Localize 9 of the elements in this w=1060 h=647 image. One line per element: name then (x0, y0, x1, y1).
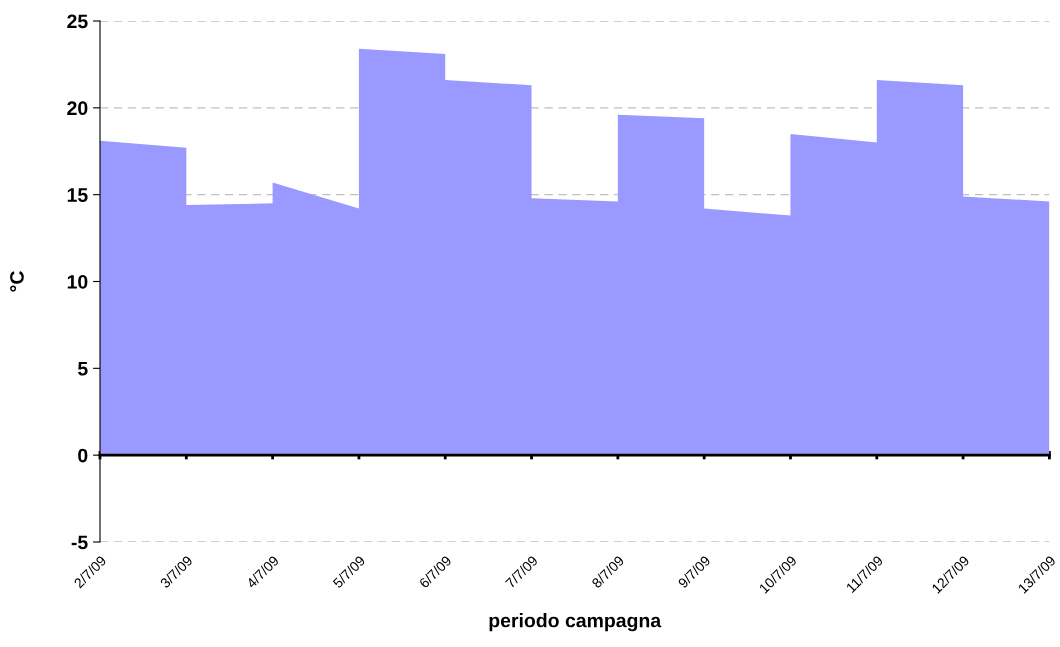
y-tick-label: 10 (67, 274, 88, 289)
y-tick-label: 20 (67, 101, 88, 116)
x-axis-title: periodo campagna (489, 613, 662, 632)
y-axis-title: °C (10, 271, 24, 292)
y-tick-label: 0 (78, 448, 88, 463)
y-tick-label: -5 (71, 535, 88, 550)
y-tick-label: 15 (67, 188, 88, 202)
y-tick-label: 25 (67, 14, 88, 29)
y-tick-label: 5 (77, 362, 88, 376)
